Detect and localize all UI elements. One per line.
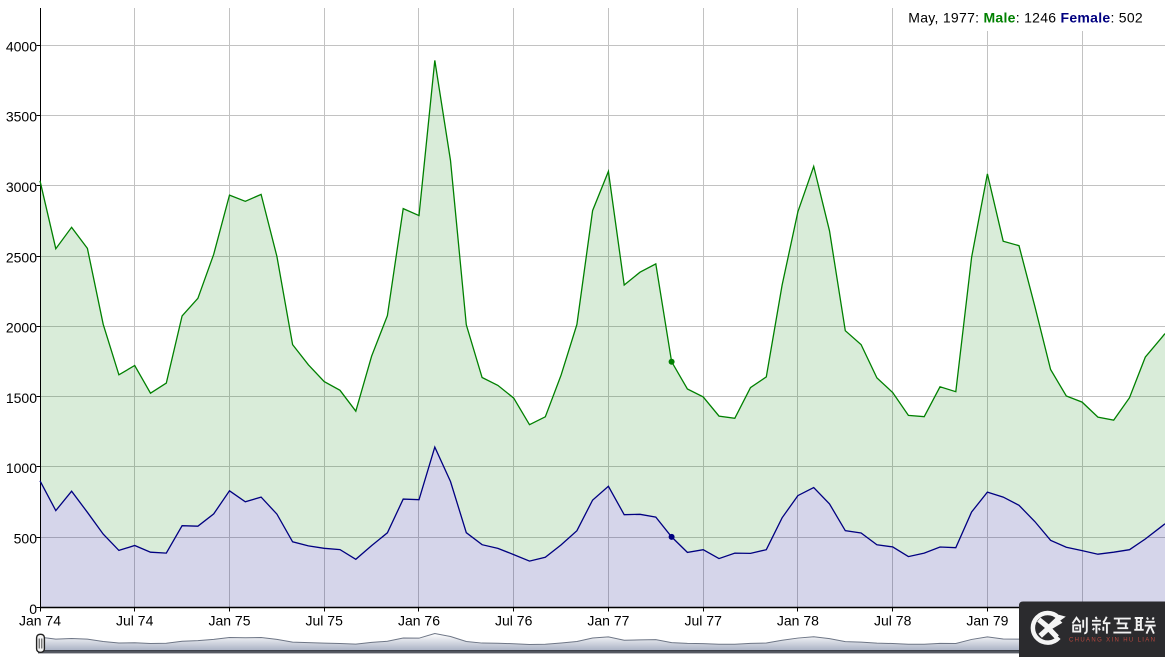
svg-text:1000: 1000 bbox=[6, 460, 37, 476]
svg-text:May, 1977: Male: 1246 Female:: May, 1977: Male: 1246 Female: 502 bbox=[908, 9, 1143, 25]
svg-text:Jul 74: Jul 74 bbox=[116, 612, 154, 628]
svg-text:Jan 75: Jan 75 bbox=[208, 612, 250, 628]
svg-text:Jul 78: Jul 78 bbox=[874, 612, 912, 628]
svg-text:1500: 1500 bbox=[6, 390, 37, 406]
svg-text:2500: 2500 bbox=[6, 249, 37, 265]
svg-text:Jan 79: Jan 79 bbox=[966, 612, 1008, 628]
svg-text:Jan 76: Jan 76 bbox=[398, 612, 440, 628]
svg-text:3000: 3000 bbox=[6, 179, 37, 195]
svg-text:Jan 78: Jan 78 bbox=[777, 612, 819, 628]
svg-text:Jul 76: Jul 76 bbox=[495, 612, 533, 628]
svg-text:0: 0 bbox=[29, 601, 37, 617]
svg-text:Jul 75: Jul 75 bbox=[306, 612, 344, 628]
svg-text:CHUANG XIN HU LIAN: CHUANG XIN HU LIAN bbox=[1069, 638, 1155, 644]
svg-text:Jul 77: Jul 77 bbox=[685, 612, 723, 628]
svg-text:4000: 4000 bbox=[6, 38, 37, 54]
svg-text:3500: 3500 bbox=[6, 109, 37, 125]
svg-text:Jan 74: Jan 74 bbox=[19, 612, 61, 628]
svg-text:Jan 77: Jan 77 bbox=[587, 612, 629, 628]
svg-text:500: 500 bbox=[14, 531, 38, 547]
svg-text:2000: 2000 bbox=[6, 320, 37, 336]
